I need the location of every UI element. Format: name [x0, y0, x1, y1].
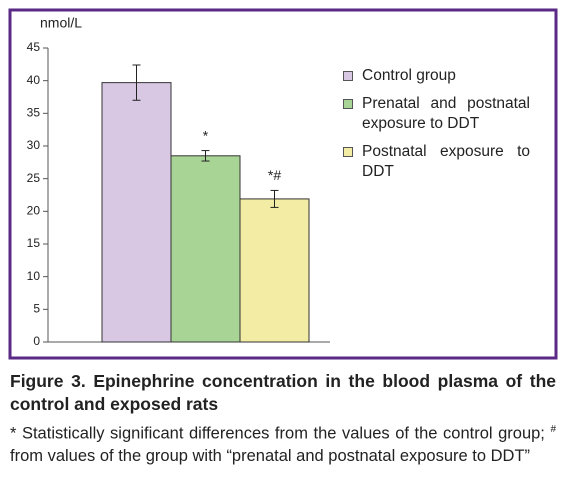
y-tick-label: 45: [27, 40, 41, 54]
legend-swatch: [343, 99, 353, 109]
y-tick-label: 0: [33, 334, 40, 348]
y-tick-label: 30: [27, 138, 41, 152]
chart-border: [8, 8, 558, 360]
legend-swatch: [343, 71, 353, 81]
annotation: *#: [268, 167, 281, 183]
legend-label: Prenatal and postnatal exposure to DDT: [362, 95, 530, 132]
legend: Control group Prenatal and postnatal expo…: [340, 66, 530, 190]
legend-label: Control group: [362, 67, 456, 84]
y-tick-label: 10: [27, 269, 41, 283]
legend-item: Control group: [340, 66, 530, 86]
chart: nmol/L 0 5 10 15 20 25 30 35 40 45 * *#: [8, 8, 558, 360]
y-axis-label: nmol/L: [40, 15, 82, 31]
legend-label: Postnatal exposure to DDT: [362, 143, 530, 180]
y-tick-label: 40: [27, 73, 41, 87]
note-symbol: #: [550, 424, 556, 435]
legend-item: Postnatal exposure to DDT: [340, 142, 530, 182]
bar: [239, 198, 310, 343]
y-tick-label: 5: [33, 302, 40, 316]
bar: [170, 155, 241, 343]
caption: Figure 3. Epinephrine concentration in t…: [10, 370, 556, 467]
y-tick-label: 15: [27, 236, 41, 250]
figure-title: Figure 3. Epinephrine concentration in t…: [10, 371, 556, 414]
y-tick-label: 35: [27, 106, 41, 120]
y-tick-label: 20: [27, 204, 41, 218]
legend-swatch: [343, 147, 353, 157]
y-tick-label: 25: [27, 171, 41, 185]
note-text: from values of the group with “prenatal …: [10, 446, 531, 465]
bar: [101, 82, 172, 343]
annotation: *: [203, 127, 209, 143]
legend-item: Prenatal and postnatal exposure to DDT: [340, 94, 530, 134]
note-text: * Statistically significant differences …: [10, 424, 551, 443]
figure-note: * Statistically significant differences …: [10, 419, 556, 467]
